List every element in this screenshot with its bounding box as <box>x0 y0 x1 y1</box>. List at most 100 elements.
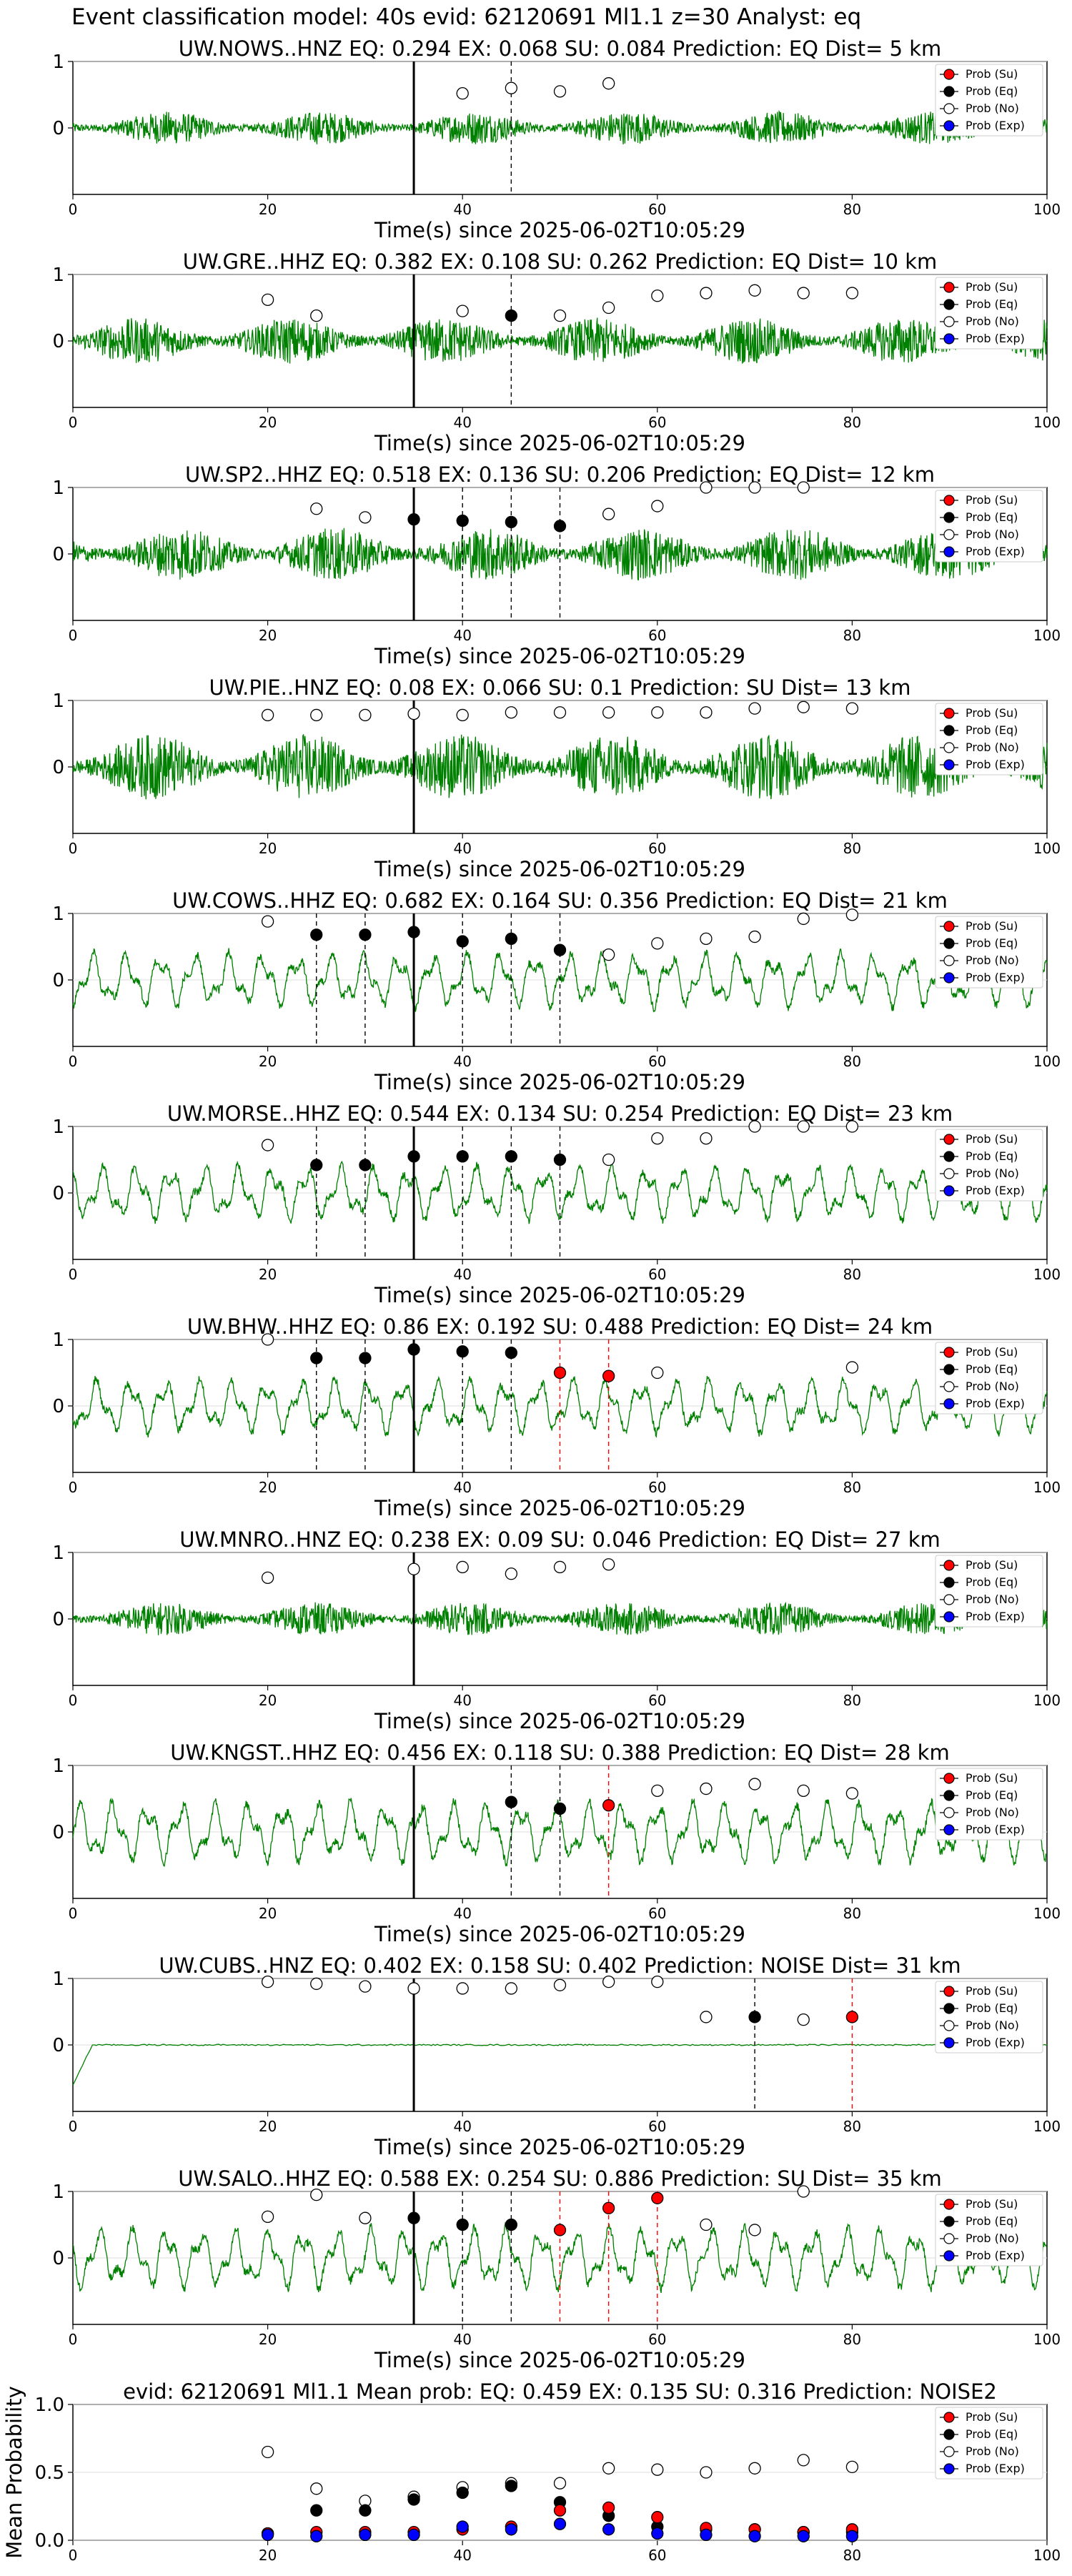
legend-label: Prob (Exp) <box>966 758 1025 771</box>
prob-no-point <box>310 309 323 322</box>
legend-marker <box>943 2199 955 2210</box>
prob-eq-point <box>359 2504 372 2517</box>
prob-eq-point <box>748 2011 761 2023</box>
legend-marker <box>943 299 955 310</box>
prob-no-point <box>310 502 323 515</box>
prob-exp-point <box>310 2530 323 2542</box>
legend-label: Prob (Eq) <box>966 2214 1018 2228</box>
prob-no-point <box>748 2462 761 2475</box>
prob-eq-point <box>553 943 567 956</box>
legend-label: Prob (Su) <box>966 280 1018 294</box>
x-tick-label: 100 <box>1033 2331 1061 2348</box>
y-tick-label: 1 <box>52 1755 64 1777</box>
prob-exp-point <box>456 2520 469 2533</box>
legend-label: Prob (Exp) <box>966 2036 1025 2049</box>
y-tick-label: 0 <box>52 970 64 991</box>
x-axis-label: Time(s) since 2025-06-02T10:05:29 <box>374 1496 745 1520</box>
prob-no-point <box>602 1153 615 1166</box>
prob-no-point <box>261 708 274 722</box>
legend-label: Prob (No) <box>966 1166 1019 1180</box>
prob-eq-point <box>505 2218 517 2231</box>
station-panel: UW.MNRO..HNZ EQ: 0.238 EX: 0.09 SU: 0.04… <box>52 1527 1061 1733</box>
legend-marker <box>943 86 955 97</box>
panel-title: UW.BHW..HHZ EQ: 0.86 EX: 0.192 SU: 0.488… <box>187 1314 933 1339</box>
x-tick-label: 20 <box>259 1266 277 1283</box>
prob-no-point <box>553 1978 567 1991</box>
prob-eq-point <box>310 1159 323 1171</box>
prob-no-point <box>359 708 372 722</box>
mean-probability-panel: evid: 62120691 Ml1.1 Mean prob: EQ: 0.45… <box>2 2379 1061 2564</box>
x-tick-label: 20 <box>259 1053 277 1070</box>
prob-no-point <box>310 708 323 722</box>
prob-su-point <box>602 2201 615 2214</box>
legend-box <box>935 490 1043 563</box>
prob-no-point <box>700 481 713 494</box>
prob-no-point <box>845 2460 859 2474</box>
y-axis-label: Mean Probability <box>2 2386 26 2559</box>
prob-eq-point <box>456 2486 469 2500</box>
x-tick-label: 60 <box>648 2118 666 2135</box>
legend-label: Prob (Eq) <box>966 1149 1018 1163</box>
legend-label: Prob (Exp) <box>966 2249 1025 2262</box>
prob-eq-point <box>505 309 517 322</box>
x-tick-label: 100 <box>1033 1905 1061 1922</box>
prob-no-point <box>553 2477 567 2490</box>
x-tick-label: 20 <box>259 1905 277 1922</box>
legend-box <box>935 2194 1043 2267</box>
x-tick-label: 40 <box>453 2118 471 2135</box>
x-tick-label: 0 <box>69 1053 78 1070</box>
prob-no-point <box>651 937 664 950</box>
legend-box <box>935 1129 1043 1202</box>
legend-label: Prob (No) <box>966 314 1019 328</box>
y-tick-label: 0 <box>52 1183 64 1204</box>
x-axis-label: Time(s) since 2025-06-02T10:05:29 <box>374 2348 745 2372</box>
prob-eq-point <box>505 2480 517 2492</box>
prob-eq-point <box>505 932 517 945</box>
prob-no-point <box>845 1361 859 1374</box>
legend-label: Prob (Su) <box>966 1345 1018 1359</box>
x-tick-label: 40 <box>453 1479 471 1496</box>
legend-marker <box>943 1577 955 1588</box>
prob-no-point <box>602 706 615 719</box>
legend-marker <box>943 495 955 506</box>
legend-marker <box>943 282 955 293</box>
prob-no-point <box>700 2218 713 2231</box>
x-tick-label: 20 <box>259 627 277 644</box>
prob-su-point <box>602 1369 615 1382</box>
legend-label: Prob (Eq) <box>966 936 1018 950</box>
y-tick-label: 0 <box>52 544 64 565</box>
prob-eq-point <box>553 520 567 532</box>
prob-no-point <box>651 1784 664 1797</box>
legend-marker <box>943 955 955 966</box>
x-tick-label: 80 <box>843 840 861 857</box>
prob-no-point <box>700 1132 713 1145</box>
legend-marker <box>943 2463 955 2475</box>
prob-no-point <box>456 1982 469 1995</box>
x-tick-label: 80 <box>843 627 861 644</box>
prob-su-point <box>553 2504 567 2517</box>
legend-label: Prob (No) <box>966 740 1019 754</box>
x-tick-label: 80 <box>843 201 861 218</box>
prob-no-point <box>505 1567 517 1580</box>
prob-no-point <box>602 1975 615 1988</box>
legend-label: Prob (No) <box>966 2018 1019 2032</box>
prob-no-point <box>651 1132 664 1145</box>
prob-no-point <box>359 2211 372 2224</box>
legend-marker <box>943 725 955 736</box>
prob-eq-point <box>407 926 420 938</box>
prob-exp-point <box>505 2523 517 2536</box>
prob-su-point <box>553 2224 567 2236</box>
prob-no-point <box>748 1120 761 1133</box>
x-tick-label: 40 <box>453 2547 471 2564</box>
legend-label: Prob (Su) <box>966 1558 1018 1572</box>
x-tick-label: 60 <box>648 1053 666 1070</box>
prob-no-point <box>456 1560 469 1574</box>
x-tick-label: 0 <box>69 414 78 431</box>
prob-no-point <box>845 1787 859 1800</box>
x-axis-label: Time(s) since 2025-06-02T10:05:29 <box>374 1922 745 1946</box>
prob-eq-point <box>456 935 469 948</box>
legend: Prob (Su) Prob (Eq) Prob (No) Prob (Exp) <box>935 1981 1043 2054</box>
x-tick-label: 80 <box>843 1053 861 1070</box>
station-panel: UW.SP2..HHZ EQ: 0.518 EX: 0.136 SU: 0.20… <box>52 462 1061 668</box>
prob-eq-point <box>456 2218 469 2231</box>
